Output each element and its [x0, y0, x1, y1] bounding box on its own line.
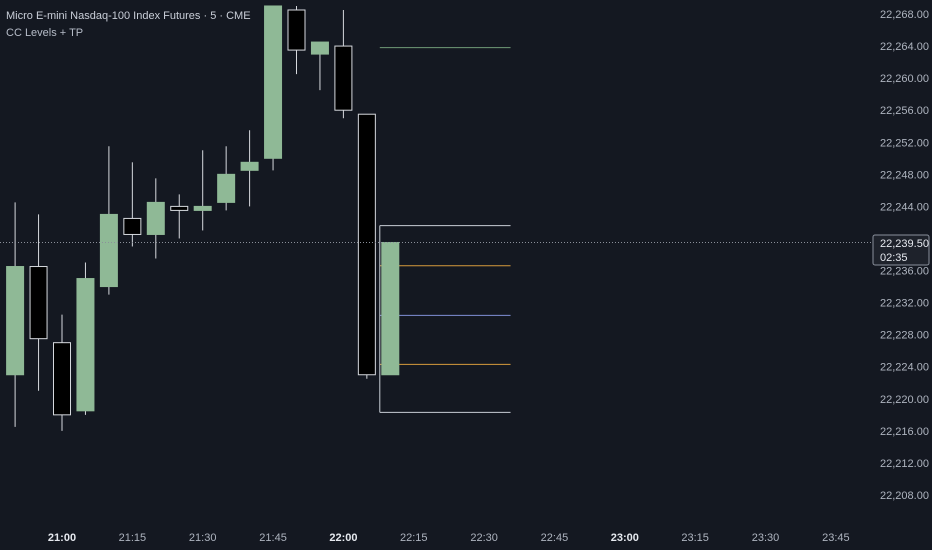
candle-body — [6, 266, 25, 376]
candle — [99, 146, 118, 295]
candle-body — [99, 213, 118, 288]
candle — [123, 162, 142, 247]
y-tick-label: 22,228.00 — [880, 330, 929, 342]
last-price-value: 22,239.50 — [880, 238, 929, 250]
candle — [217, 146, 236, 211]
candle — [287, 5, 306, 75]
x-tick-label: 21:00 — [48, 532, 76, 544]
last-price-label: 22,239.50 02:35 — [872, 234, 930, 266]
y-tick-label: 22,212.00 — [880, 458, 929, 470]
y-tick-label: 22,236.00 — [880, 266, 929, 278]
candle-body — [53, 342, 71, 416]
candle-body — [123, 217, 142, 235]
x-tick-label: 21:45 — [259, 532, 287, 544]
candle — [381, 241, 400, 376]
candle — [310, 41, 329, 91]
x-tick-label: 23:15 — [681, 532, 709, 544]
x-tick-label: 23:00 — [611, 532, 639, 544]
x-tick-label: 22:30 — [470, 532, 498, 544]
x-tick-label: 21:15 — [119, 532, 147, 544]
x-tick-label: 22:45 — [541, 532, 569, 544]
y-tick-label: 22,264.00 — [880, 41, 929, 53]
y-tick-label: 22,248.00 — [880, 169, 929, 181]
candle-body — [29, 266, 48, 340]
candle-body — [193, 205, 212, 211]
candle — [357, 113, 376, 379]
x-tick-label: 22:00 — [329, 532, 357, 544]
candle-body — [170, 205, 189, 211]
candle-body — [264, 5, 283, 159]
candle — [334, 9, 353, 119]
x-tick-label: 23:30 — [752, 532, 780, 544]
candles — [6, 5, 400, 431]
candle — [29, 214, 48, 391]
countdown-timer: 02:35 — [880, 252, 908, 264]
y-tick-label: 22,220.00 — [880, 394, 929, 406]
candle-body — [76, 278, 95, 412]
y-tick-label: 22,260.00 — [880, 73, 929, 85]
candle-body — [146, 201, 165, 235]
y-tick-label: 22,268.00 — [880, 9, 929, 21]
y-tick-label: 22,244.00 — [880, 201, 929, 213]
candle — [264, 5, 283, 171]
candle — [170, 194, 189, 239]
candle-body — [334, 45, 353, 111]
candle — [76, 262, 95, 415]
candle-body — [287, 9, 306, 51]
candle — [146, 178, 165, 259]
y-tick-label: 22,216.00 — [880, 426, 929, 438]
y-tick-label: 22,232.00 — [880, 298, 929, 310]
price-axis[interactable]: 22,268.00 22,264.00 22,260.00 22,256.00 22,2… — [880, 9, 929, 502]
candle — [193, 150, 212, 231]
y-tick-label: 22,208.00 — [880, 490, 929, 502]
candle — [240, 130, 259, 207]
candle — [53, 314, 71, 431]
y-tick-label: 22,256.00 — [880, 105, 929, 117]
symbol-title[interactable]: Micro E-mini Nasdaq-100 Index Futures · … — [6, 10, 251, 22]
indicator-label[interactable]: CC Levels + TP — [6, 27, 84, 39]
candle-body — [381, 241, 400, 376]
cc-levels — [379, 47, 511, 413]
candle-body — [357, 113, 376, 376]
y-tick-label: 22,252.00 — [880, 137, 929, 149]
candle — [6, 202, 25, 427]
x-tick-label: 22:15 — [400, 532, 428, 544]
candle-body — [217, 173, 236, 203]
time-axis[interactable]: 21:00 21:15 21:30 21:45 22:00 22:15 22:30 22:45… — [48, 532, 850, 544]
y-tick-label: 22,224.00 — [880, 362, 929, 374]
last-price-label-box — [872, 234, 930, 266]
x-tick-label: 21:30 — [189, 532, 217, 544]
x-tick-label: 23:45 — [822, 532, 850, 544]
candle-body — [240, 161, 259, 171]
candle-body — [310, 41, 329, 55]
